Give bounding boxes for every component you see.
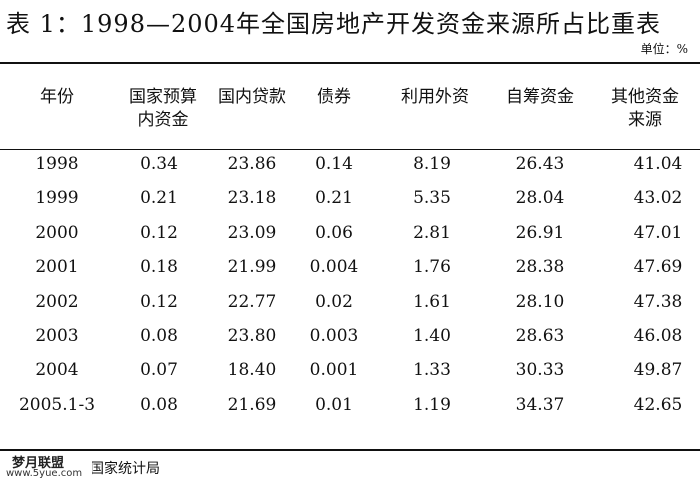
table-cell: 0.08: [140, 394, 178, 415]
row-year-cell: 2004: [35, 360, 79, 381]
table-cell: 30.33: [515, 360, 565, 381]
table-cell: 34.37: [515, 394, 565, 415]
table-cell: 28.04: [515, 188, 565, 209]
table-row: 2003 0.08 23.80 0.003 1.40 28.63 46.08: [0, 326, 700, 360]
row-year-cell: 2001: [35, 257, 79, 278]
table-cell: 28.10: [515, 291, 565, 312]
table-cell: 23.18: [227, 188, 277, 209]
unit-label: 单位：%: [640, 42, 688, 56]
table-cell: 0.34: [140, 154, 178, 174]
table-cell: 43.02: [633, 188, 683, 209]
table-row: 2001 0.18 21.99 0.004 1.76 28.38 47.69: [0, 257, 700, 291]
table-cell: 0.08: [140, 326, 178, 346]
watermark-line1: 梦月联盟: [12, 456, 65, 471]
row-year-cell: 2000: [35, 222, 79, 243]
top-rule: [0, 62, 700, 64]
table-cell: 5.35: [413, 188, 451, 209]
table-cell: 18.40: [227, 360, 277, 381]
table-cell: 26.91: [515, 222, 565, 243]
table-cell: 23.09: [227, 222, 277, 243]
table-cell: 46.08: [633, 326, 683, 346]
table-cell: 1.33: [413, 360, 451, 381]
table-cell: 21.69: [227, 394, 277, 415]
table-row: 2005.1-3 0.08 21.69 0.01 1.19 34.37 42.65: [0, 395, 700, 429]
table-cell: 0.02: [315, 291, 353, 312]
table-cell: 28.63: [515, 326, 565, 346]
table-cell: 21.99: [227, 257, 277, 278]
header-bonds: 债券: [317, 87, 351, 107]
table-cell: 8.19: [413, 154, 451, 174]
table-cell: 47.01: [633, 222, 683, 243]
row-year-cell: 2002: [35, 291, 79, 312]
header-self-raised: 自筹资金: [506, 87, 574, 107]
table-row: 1999 0.21 23.18 0.21 5.35 28.04 43.02: [0, 188, 700, 222]
table-cell: 47.69: [633, 257, 683, 278]
source-text: 国家统计局: [90, 461, 160, 477]
header-state-budget: 国家预算 内资金: [129, 87, 197, 130]
table-cell: 42.65: [633, 394, 683, 415]
table-cell: 23.80: [227, 326, 277, 346]
table-title: 表 1：1998—2004年全国房地产开发资金来源所占比重表: [6, 10, 662, 38]
table-cell: 1.19: [413, 394, 451, 415]
table-cell: 49.87: [633, 360, 683, 381]
table-cell: 0.004: [309, 257, 359, 278]
header-domestic-loans: 国内贷款: [218, 87, 286, 107]
row-year-cell: 1998: [35, 154, 79, 174]
row-year-cell: 2003: [35, 326, 79, 346]
header-year: 年份: [40, 87, 74, 107]
table-cell: 28.38: [515, 257, 565, 278]
table-cell: 2.81: [413, 222, 451, 243]
table-cell: 1.40: [413, 326, 451, 346]
table-cell: 0.12: [140, 291, 178, 312]
table-cell: 23.86: [227, 154, 277, 174]
bottom-rule: [0, 449, 700, 451]
row-year-cell: 2005.1-3: [18, 394, 96, 415]
table-cell: 0.001: [309, 360, 359, 381]
header-other-sources: 其他资金 来源: [611, 87, 679, 130]
table-cell: 0.12: [140, 222, 178, 243]
table-cell: 41.04: [633, 154, 683, 174]
table-row: 2000 0.12 23.09 0.06 2.81 26.91 47.01: [0, 223, 700, 257]
table-cell: 0.21: [315, 188, 353, 209]
table-cell: 1.61: [413, 291, 451, 312]
table-cell: 0.07: [140, 360, 178, 381]
watermark-line2: www.5yue.com: [6, 468, 83, 479]
row-year-cell: 1999: [35, 188, 79, 209]
table-cell: 22.77: [227, 291, 277, 312]
header-foreign-capital: 利用外资: [401, 87, 469, 107]
table-row: 1998 0.34 23.86 0.14 8.19 26.43 41.04: [0, 154, 700, 188]
table-cell: 0.003: [309, 326, 359, 346]
table-cell: 26.43: [515, 154, 565, 174]
source-note: 国家统计局: [4, 458, 160, 478]
table-row: 2004 0.07 18.40 0.001 1.33 30.33 49.87: [0, 360, 700, 394]
table-cell: 1.76: [413, 257, 451, 278]
header-rule: [0, 149, 700, 150]
table-cell: 0.14: [315, 154, 353, 174]
table-row: 2002 0.12 22.77 0.02 1.61 28.10 47.38: [0, 292, 700, 326]
table-cell: 0.18: [140, 257, 178, 278]
table-cell: 0.06: [315, 222, 353, 243]
watermark-logo: 梦月联盟 www.5yue.com: [0, 452, 92, 484]
table-cell: 47.38: [633, 291, 683, 312]
table-cell: 0.21: [140, 188, 178, 209]
table-cell: 0.01: [315, 394, 353, 415]
